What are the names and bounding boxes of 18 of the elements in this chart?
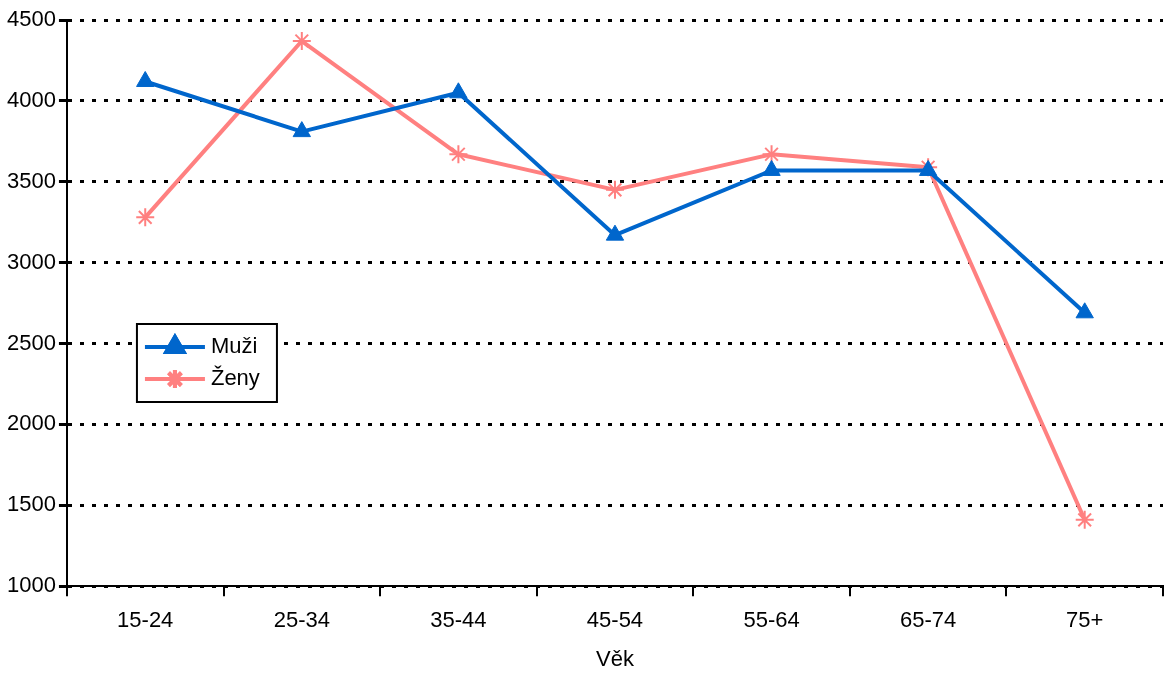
legend-label: Ženy — [210, 365, 260, 391]
x-tick-label: 35-44 — [430, 607, 487, 633]
x-tick-label: 55-64 — [743, 607, 800, 633]
x-tick-label: 15-24 — [117, 607, 174, 633]
x-tick-label: 75+ — [1066, 607, 1104, 633]
legend-label: Muži — [210, 333, 258, 359]
x-axis-title: Věk — [596, 645, 635, 671]
y-tick-label: 1500 — [6, 491, 56, 517]
y-tick-label: 4500 — [6, 6, 56, 32]
y-tick-label: 2000 — [6, 410, 56, 436]
y-tick-label: 4000 — [6, 86, 56, 112]
y-tick-label: 3000 — [6, 248, 56, 274]
x-tick-label: 65-74 — [899, 607, 957, 633]
y-tick-label: 3500 — [6, 167, 56, 193]
x-tick-label: 25-34 — [273, 607, 330, 633]
y-tick-label: 2500 — [6, 329, 56, 355]
x-tick-label: 45-54 — [586, 607, 644, 633]
y-tick-label: 1000 — [6, 572, 56, 598]
